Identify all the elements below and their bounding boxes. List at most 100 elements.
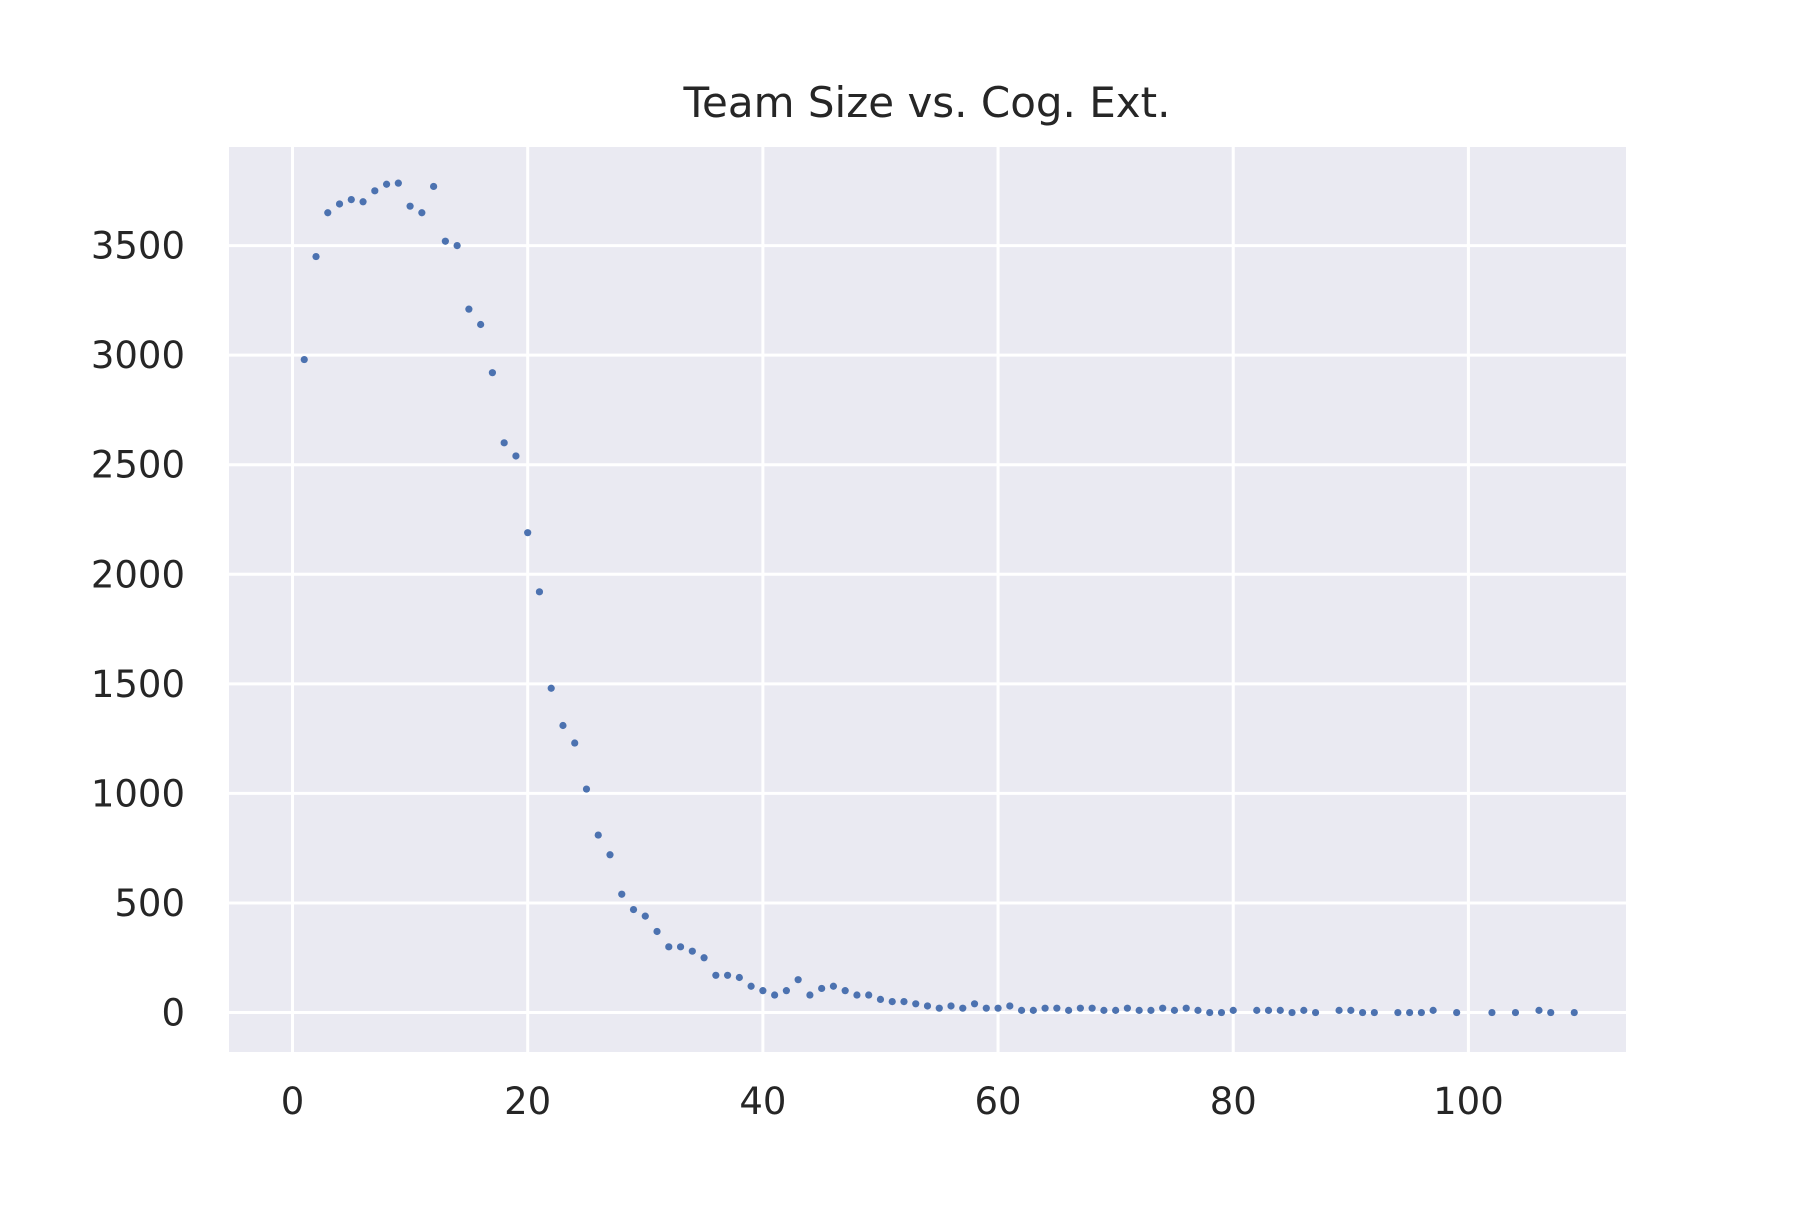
data-point xyxy=(1311,1008,1320,1017)
data-point xyxy=(512,452,520,460)
data-point xyxy=(947,1002,955,1010)
data-point xyxy=(382,180,391,188)
data-point xyxy=(477,320,485,329)
data-points xyxy=(300,179,1578,1017)
y-tick-label: 1500 xyxy=(91,663,185,706)
data-point xyxy=(1429,1006,1437,1014)
data-point xyxy=(1182,1004,1190,1012)
plot-background xyxy=(229,147,1626,1052)
data-point xyxy=(900,998,908,1006)
x-tick-label: 20 xyxy=(504,1080,551,1123)
data-point xyxy=(465,305,473,313)
data-point xyxy=(1347,1006,1355,1014)
data-point xyxy=(982,1004,990,1012)
data-point xyxy=(1288,1008,1296,1017)
data-point xyxy=(747,982,755,990)
data-point xyxy=(723,971,732,979)
y-tick-label: 500 xyxy=(114,882,185,925)
x-axis-ticks: 0 20 40 60 80 100 xyxy=(281,1080,1504,1123)
data-point xyxy=(700,954,708,962)
data-point xyxy=(1535,1006,1543,1014)
data-point xyxy=(653,927,661,936)
data-point xyxy=(1570,1008,1578,1017)
data-point xyxy=(418,209,426,217)
data-point xyxy=(1488,1008,1496,1017)
data-point xyxy=(629,905,638,914)
y-tick-label: 2500 xyxy=(91,444,185,487)
data-point xyxy=(359,198,367,206)
data-point xyxy=(923,1002,932,1010)
data-point xyxy=(312,252,320,261)
data-point xyxy=(688,947,696,955)
data-point xyxy=(818,984,826,993)
data-point xyxy=(618,890,626,898)
data-point xyxy=(771,991,779,999)
data-point xyxy=(735,973,743,982)
x-tick-label: 0 xyxy=(281,1080,305,1123)
data-point xyxy=(1159,1004,1167,1012)
data-point xyxy=(794,976,802,984)
data-point xyxy=(571,739,579,747)
data-point xyxy=(853,991,861,999)
chart-title: Team Size vs. Cog. Ext. xyxy=(683,78,1171,127)
data-point xyxy=(1041,1004,1049,1012)
data-point xyxy=(582,785,591,793)
data-point xyxy=(453,242,461,250)
data-point xyxy=(759,987,767,995)
data-point xyxy=(935,1004,943,1012)
data-point xyxy=(394,179,402,187)
data-point xyxy=(1547,1008,1555,1017)
data-point xyxy=(535,588,544,596)
data-point xyxy=(1229,1006,1237,1014)
data-point xyxy=(1206,1008,1214,1017)
data-point xyxy=(1511,1008,1520,1017)
grid-lines xyxy=(229,147,1626,1052)
data-point xyxy=(371,187,379,195)
data-point xyxy=(1358,1008,1367,1017)
data-point xyxy=(1017,1006,1026,1014)
data-point xyxy=(865,991,873,999)
data-point xyxy=(1006,1002,1014,1010)
data-point xyxy=(1194,1006,1202,1014)
data-point xyxy=(970,1000,979,1008)
data-point xyxy=(347,195,355,204)
data-point xyxy=(806,991,814,999)
data-point xyxy=(1170,1006,1179,1014)
y-tick-label: 3000 xyxy=(91,334,185,377)
data-point xyxy=(959,1004,967,1012)
data-point xyxy=(324,209,332,217)
y-tick-label: 3500 xyxy=(91,225,185,268)
data-point xyxy=(641,912,649,920)
data-point xyxy=(1065,1006,1073,1014)
x-tick-label: 80 xyxy=(1210,1080,1257,1123)
data-point xyxy=(841,987,849,995)
data-point xyxy=(1406,1008,1414,1017)
data-point xyxy=(488,369,497,377)
data-point xyxy=(1112,1006,1120,1014)
y-axis-ticks: 0 500 1000 1500 2000 2500 3000 3500 xyxy=(91,225,185,1035)
data-point xyxy=(994,1004,1002,1012)
data-point xyxy=(1276,1006,1284,1014)
x-tick-label: 100 xyxy=(1433,1080,1504,1123)
y-tick-label: 2000 xyxy=(91,553,185,596)
data-point xyxy=(559,721,567,730)
data-point xyxy=(1147,1006,1155,1014)
data-point xyxy=(782,987,790,995)
data-point xyxy=(1053,1004,1061,1012)
data-point xyxy=(430,182,438,191)
y-tick-label: 0 xyxy=(161,992,185,1035)
x-tick-label: 60 xyxy=(975,1080,1022,1123)
data-point xyxy=(524,529,532,537)
data-point xyxy=(1453,1008,1461,1017)
data-point xyxy=(1029,1006,1037,1014)
data-point xyxy=(1335,1006,1343,1014)
data-point xyxy=(1088,1004,1096,1012)
data-point xyxy=(1370,1008,1378,1017)
data-point xyxy=(1217,1008,1226,1017)
data-point xyxy=(335,200,344,208)
data-point xyxy=(1135,1006,1143,1014)
data-point xyxy=(500,439,508,447)
data-point xyxy=(676,943,685,951)
